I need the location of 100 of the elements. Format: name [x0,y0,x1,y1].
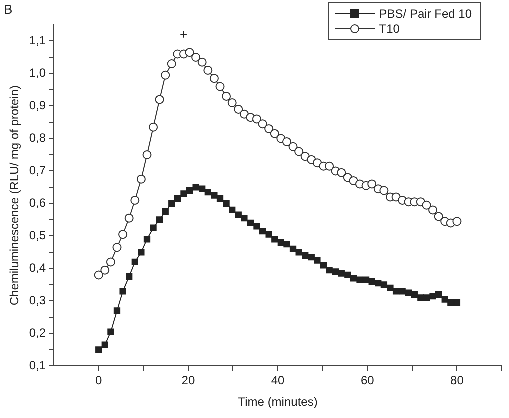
point [392,288,400,295]
point [149,122,158,132]
point [430,293,436,300]
y-tick-label: 0,9 [29,98,46,113]
point [282,137,292,146]
point [192,52,201,62]
point [136,174,146,184]
y-tick-label: 0,8 [29,131,46,146]
point [332,268,340,276]
point [252,114,262,124]
x-axis-title: Time (minutes) [238,395,318,410]
point [247,220,254,227]
point [156,216,164,224]
point [294,147,304,156]
x-tick-label: 80 [450,374,464,388]
point [161,70,170,80]
x-tick-label: 60 [360,374,375,388]
point [434,212,444,222]
point [308,254,315,261]
point [448,300,454,306]
point [174,196,182,202]
legend-label: PBS/ Pair Fed 10 [379,6,472,20]
point [442,296,448,303]
point [198,58,207,67]
point [423,294,430,302]
point [118,230,128,240]
point [112,243,122,252]
point [228,98,237,108]
point [338,270,345,277]
point [124,214,134,223]
point [270,129,280,138]
point [204,189,212,196]
point [266,231,272,238]
point [406,290,412,296]
point [138,249,145,256]
point [108,328,114,336]
point [258,120,268,129]
y-tick-label: 0,1 [29,358,46,373]
point [210,74,219,84]
point [284,241,290,248]
point [380,186,389,196]
point [168,200,176,208]
x-tick-label: 20 [182,374,196,388]
point [186,187,194,194]
point [96,346,102,354]
legend-label: T10 [379,22,400,36]
x-tick-label: 0 [96,374,103,388]
point [106,258,116,267]
y-tick-label: 0,5 [29,228,46,243]
point [199,186,206,192]
point [387,284,394,292]
point [436,291,442,298]
point [452,217,462,226]
annotation: + [180,27,188,42]
y-tick-label: 1,0 [29,66,46,80]
point [241,215,248,222]
point [216,82,225,92]
point [120,288,126,295]
text: B [4,2,13,17]
point [344,272,352,279]
point [114,308,121,314]
point [211,192,218,199]
point [185,48,194,58]
point [368,180,377,189]
point [126,274,133,280]
point [302,252,309,260]
point [368,278,376,286]
y-tick-label: 0,7 [29,164,46,178]
point [150,224,157,232]
point [254,223,260,230]
point [264,124,274,134]
point [144,236,151,243]
point [290,246,297,253]
y-tick-label: 1,1 [29,34,46,48]
point [320,262,328,269]
point [326,267,333,274]
point [100,266,110,275]
y-tick-label: 0,3 [29,294,46,308]
x-tick-label: 40 [271,374,286,388]
point [259,228,266,235]
point [325,162,334,171]
point [380,282,388,288]
y-tick-label: 0,2 [29,326,46,340]
y-tick-label: 0,4 [29,261,46,276]
point [272,236,278,243]
point [314,257,321,264]
point [223,200,230,208]
y-tick-label: 0,6 [29,196,46,210]
point [132,258,138,266]
point [454,300,461,306]
point [375,280,382,287]
point [234,104,244,114]
point [222,92,232,101]
point [167,59,176,68]
point [337,168,346,178]
point [422,200,432,210]
point [216,196,224,202]
point [362,276,370,284]
point [229,206,236,214]
point [288,142,298,152]
